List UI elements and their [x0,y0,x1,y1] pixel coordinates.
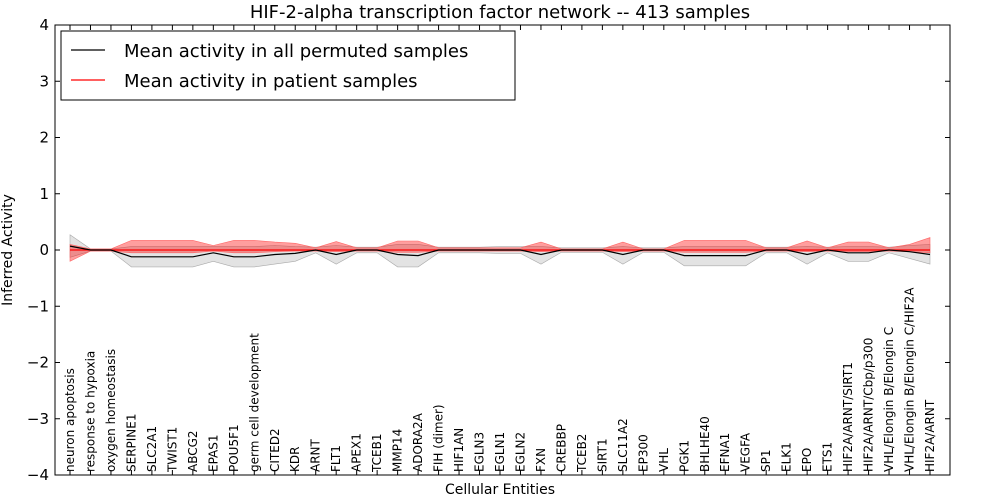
x-tick-label: TWIST1 [165,427,179,473]
y-tick-label: −3 [27,410,49,428]
x-tick-label: ELK1 [780,442,794,472]
x-tick-label: neuron apoptosis [63,368,77,472]
y-tick-label: −1 [27,297,49,315]
series-line-0 [69,245,931,258]
x-tick-label: MMP14 [391,429,405,472]
x-tick-label: HIF1AN [452,428,466,472]
y-tick-label: −2 [27,354,49,372]
x-tick-label: VHL/Elongin B/Elongin C/HIF2A [903,287,917,472]
x-tick-label: BHLHE40 [698,416,712,472]
confidence-bands [69,234,931,268]
x-tick-label: oxygen homeostasis [104,349,118,472]
x-tick-label: response to hypoxia [83,351,97,472]
y-axis: 4 3 2 1 0 −1 −2 −3 −4 [27,16,950,484]
legend-box [60,30,516,101]
y-axis-label: Inferred Activity [0,194,16,306]
series-lines [69,245,931,258]
x-tick-label: KDR [288,447,302,472]
x-tick-label: APEX1 [350,433,364,472]
y-tick-label: 1 [39,185,49,203]
legend: Mean activity in all permuted samples Me… [60,30,516,101]
x-tick-label: EGLN2 [513,432,527,472]
x-tick-label: ETS1 [821,442,835,472]
x-tick-label: HIF2A/ARNT [923,399,937,472]
x-tick-label: CREBBP [554,424,568,472]
x-tick-label: HIF2A/ARNT/SIRT1 [841,362,855,472]
x-tick-label: EPAS1 [206,434,220,472]
x-tick-label: ADORA2A [411,412,425,472]
legend-label-patient: Mean activity in patient samples [124,71,418,92]
plot-area-frame [54,24,951,476]
x-tick-label: VHL [657,448,671,472]
y-tick-label: 3 [39,72,49,90]
chart-title: HIF-2-alpha transcription factor network… [250,2,750,23]
x-tick-label: TCEB2 [575,434,589,473]
x-tick-label: EP300 [636,434,650,472]
x-tick-label: FIH (dimer) [432,404,446,472]
x-tick-label: SLC2A1 [145,426,159,472]
x-tick-label: ARNT [309,438,323,472]
x-tick-label: SERPINE1 [124,413,138,472]
x-tick-label: CITED2 [268,428,282,472]
legend-label-permuted: Mean activity in all permuted samples [124,41,468,62]
x-tick-label: FLT1 [329,445,343,472]
x-tick-label: PGK1 [677,440,691,472]
x-tick-label: EGLN3 [473,432,487,472]
x-tick-label: TCEB1 [370,434,384,473]
x-tick-label: FXN [534,448,548,472]
y-tick-label: 4 [39,16,49,34]
y-tick-label: −4 [27,466,49,484]
x-tick-label: EGLN1 [493,432,507,472]
x-tick-label: EFNA1 [718,433,732,472]
x-tick-label: ABCG2 [186,430,200,472]
x-tick-label: germ cell development [247,333,261,472]
x-tick-label: EPO [800,448,814,472]
x-tick-label: VHL/Elongin B/Elongin C [882,327,896,472]
y-tick-label: 0 [39,241,49,259]
y-tick-label: 2 [39,129,49,147]
x-tick-label: SP1 [759,450,773,473]
x-axis-label: Cellular Entities [445,482,555,498]
x-axis: neuron apoptosis response to hypoxia oxyge… [63,25,937,475]
x-tick-label: SLC11A2 [616,418,630,472]
x-tick-label: SIRT1 [595,438,609,472]
x-tick-label: HIF2A/ARNT/Cbp/p300 [862,338,876,472]
x-tick-label: POU5F1 [227,424,241,472]
x-tick-label: VEGFA [739,432,753,472]
